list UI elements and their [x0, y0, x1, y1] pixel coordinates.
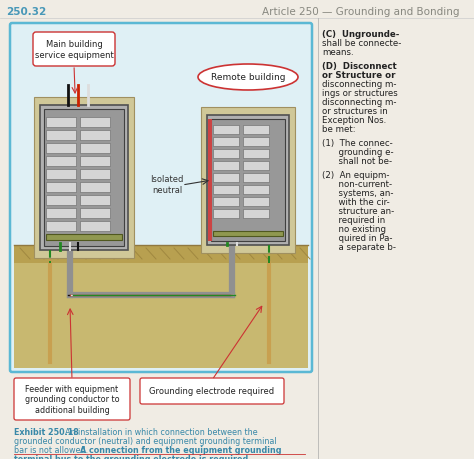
Bar: [211, 119, 285, 241]
Text: shall be connecte-: shall be connecte-: [322, 39, 401, 48]
Bar: [80, 130, 110, 140]
FancyBboxPatch shape: [14, 378, 130, 420]
Bar: [213, 137, 239, 146]
Text: or Structure or: or Structure or: [322, 71, 395, 80]
Bar: [46, 208, 76, 218]
Bar: [14, 245, 308, 263]
Text: Isolated
neutral: Isolated neutral: [150, 175, 184, 195]
Bar: [46, 169, 76, 179]
Bar: [243, 185, 269, 194]
Bar: [213, 231, 283, 236]
Bar: [46, 234, 122, 240]
Bar: [201, 107, 295, 253]
Bar: [243, 149, 269, 158]
Text: structure an-: structure an-: [322, 207, 394, 216]
Text: (2)  An equipm-: (2) An equipm-: [322, 171, 390, 180]
Bar: [243, 197, 269, 206]
Text: ings or structures: ings or structures: [322, 89, 398, 98]
Bar: [207, 115, 289, 245]
Bar: [213, 185, 239, 194]
Bar: [213, 161, 239, 170]
Text: with the cir-: with the cir-: [322, 198, 390, 207]
Bar: [243, 173, 269, 182]
Bar: [213, 125, 239, 134]
Bar: [46, 182, 76, 192]
Text: Grounding electrode required: Grounding electrode required: [149, 387, 274, 397]
Bar: [80, 117, 110, 127]
Bar: [46, 195, 76, 205]
Bar: [34, 97, 134, 258]
Text: Article 250 — Grounding and Bonding: Article 250 — Grounding and Bonding: [263, 7, 460, 17]
Text: (C)  Ungrounde-: (C) Ungrounde-: [322, 30, 400, 39]
Text: grounded conductor (neutral) and equipment grounding terminal: grounded conductor (neutral) and equipme…: [14, 437, 277, 446]
Bar: [213, 209, 239, 218]
Text: required in: required in: [322, 216, 385, 225]
Text: a separate b-: a separate b-: [322, 243, 396, 252]
Bar: [46, 156, 76, 166]
Text: non-current-: non-current-: [322, 180, 392, 189]
Bar: [44, 109, 124, 246]
Bar: [243, 161, 269, 170]
Bar: [40, 105, 128, 250]
Text: or structures in: or structures in: [322, 107, 388, 116]
Bar: [46, 221, 76, 231]
Bar: [80, 156, 110, 166]
FancyBboxPatch shape: [33, 32, 115, 66]
Bar: [213, 149, 239, 158]
Text: Exhibit 250.18: Exhibit 250.18: [14, 428, 79, 437]
Text: An installation in which connection between the: An installation in which connection betw…: [60, 428, 257, 437]
Bar: [80, 221, 110, 231]
Text: disconnecting m-: disconnecting m-: [322, 98, 396, 107]
Text: terminal bus to the grounding electrode is required.: terminal bus to the grounding electrode …: [14, 455, 251, 459]
Text: be met:: be met:: [322, 125, 356, 134]
Bar: [46, 143, 76, 153]
Text: 250.32: 250.32: [6, 7, 46, 17]
Text: means.: means.: [322, 48, 354, 57]
Bar: [80, 143, 110, 153]
Text: Main building
service equipment: Main building service equipment: [35, 40, 113, 60]
Text: (D)  Disconnect: (D) Disconnect: [322, 62, 397, 71]
Bar: [80, 208, 110, 218]
Bar: [213, 197, 239, 206]
Text: bar is not allowed.: bar is not allowed.: [14, 446, 91, 455]
Bar: [80, 182, 110, 192]
Text: (1)  The connec-: (1) The connec-: [322, 139, 393, 148]
Bar: [46, 117, 76, 127]
Bar: [80, 169, 110, 179]
Text: Feeder with equipment
grounding conductor to
additional building: Feeder with equipment grounding conducto…: [25, 385, 119, 415]
Bar: [46, 130, 76, 140]
Text: no existing: no existing: [322, 225, 386, 234]
Text: grounding e-: grounding e-: [322, 148, 393, 157]
Text: Exception Nos.: Exception Nos.: [322, 116, 386, 125]
Bar: [14, 245, 308, 368]
Bar: [243, 137, 269, 146]
Text: shall not be-: shall not be-: [322, 157, 392, 166]
Text: quired in Pa-: quired in Pa-: [322, 234, 392, 243]
Text: systems, an-: systems, an-: [322, 189, 393, 198]
Ellipse shape: [198, 64, 298, 90]
Bar: [208, 119, 212, 241]
FancyBboxPatch shape: [140, 378, 284, 404]
Bar: [243, 125, 269, 134]
Text: disconnecting m-: disconnecting m-: [322, 80, 396, 89]
Text: A connection from the equipment grounding: A connection from the equipment groundin…: [80, 446, 281, 455]
Bar: [243, 209, 269, 218]
Bar: [213, 173, 239, 182]
Bar: [80, 195, 110, 205]
FancyBboxPatch shape: [10, 23, 312, 372]
Text: Remote building: Remote building: [211, 73, 285, 82]
